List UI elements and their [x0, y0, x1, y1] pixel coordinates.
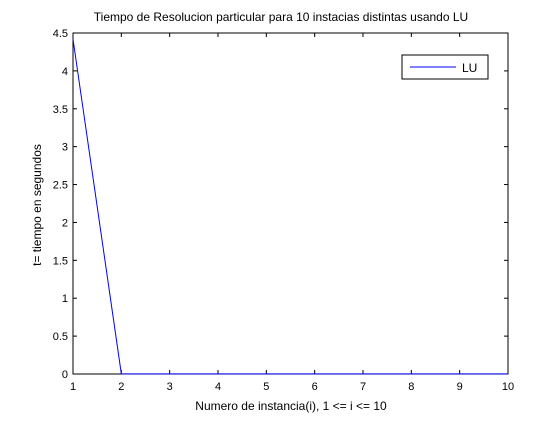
y-tick-label: 3.5	[53, 104, 68, 116]
chart-title: Tiempo de Resolucion particular para 10 …	[94, 10, 468, 24]
y-tick-label: 0	[62, 369, 68, 381]
y-tick-label: 3	[62, 142, 68, 154]
x-tick-label: 9	[457, 381, 463, 393]
y-tick-label: 1	[62, 293, 68, 305]
y-tick-label: 2	[62, 217, 68, 229]
x-axis-label: Numero de instancia(i), 1 <= i <= 10	[195, 399, 387, 413]
x-tick-label: 8	[408, 381, 414, 393]
x-tick-label: 7	[360, 381, 366, 393]
y-tick-label: 4.5	[53, 28, 68, 40]
y-tick-label: 1.5	[53, 255, 68, 267]
legend: LU	[402, 55, 488, 79]
x-tick-label: 3	[167, 381, 173, 393]
legend-label: LU	[462, 61, 477, 75]
x-tick-label: 4	[215, 381, 221, 393]
y-tick-label: 0.5	[53, 331, 68, 343]
x-tick-label: 5	[263, 381, 269, 393]
y-tick-label: 4	[62, 66, 68, 78]
x-tick-label: 1	[70, 381, 76, 393]
x-tick-label: 10	[502, 381, 514, 393]
y-tick-label: 2.5	[53, 180, 68, 192]
x-tick-label: 6	[312, 381, 318, 393]
plot-area	[73, 33, 508, 374]
x-tick-label: 2	[118, 381, 124, 393]
y-axis-label: t= tiempo en segundos	[30, 144, 44, 266]
